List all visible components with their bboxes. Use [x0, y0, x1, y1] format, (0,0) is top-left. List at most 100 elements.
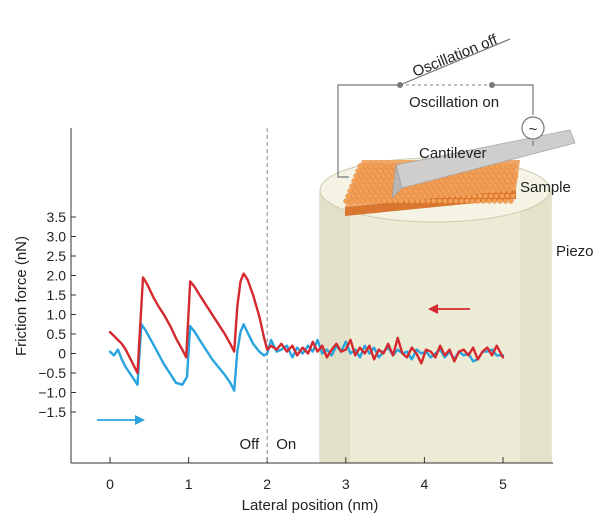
oscillator-icon	[521, 116, 545, 140]
sample-atom	[433, 193, 439, 199]
sample-atom	[366, 168, 372, 174]
sample-atom	[461, 178, 467, 184]
sample-atom	[407, 188, 414, 194]
sample-atom	[387, 198, 393, 204]
sample-atom	[483, 178, 489, 184]
sample-atom	[353, 173, 359, 179]
sample-atom	[458, 198, 465, 204]
sample-atom	[462, 188, 469, 194]
sample-atom	[464, 198, 470, 204]
sample-atom	[493, 193, 500, 199]
y-axis-ticks: 3.5 3.0 2.5 2.0 1.5 1.0 0.5 0 −0.5 −1.0 −1.5	[38, 209, 76, 420]
oscillation-on-label: Oscillation on	[409, 94, 499, 111]
sample-atom	[501, 173, 508, 179]
series-layer	[108, 272, 505, 392]
on-label: On	[276, 436, 296, 453]
sample-atom	[398, 198, 404, 204]
sample-atom	[374, 188, 381, 194]
sample-atom	[402, 188, 408, 194]
sample-atom	[349, 183, 355, 189]
sample-atom	[371, 168, 378, 174]
sample-atom	[508, 183, 515, 189]
sample-atom	[468, 173, 475, 179]
sample-atom	[453, 183, 460, 189]
sample-atom	[367, 178, 374, 184]
sample-atom	[448, 183, 454, 189]
sample-atom	[384, 178, 390, 184]
sample-atom	[460, 193, 467, 199]
sample-atom	[384, 163, 391, 169]
sample-atom	[368, 163, 374, 169]
sample-atom	[357, 163, 363, 169]
sample-atom	[457, 173, 464, 179]
sample-atom	[464, 183, 471, 189]
sample-atom	[424, 188, 430, 194]
sample-atom	[356, 178, 363, 184]
sample-atom	[484, 188, 491, 194]
sample-atom	[494, 178, 500, 184]
sample-atom	[449, 193, 456, 199]
sample-atom	[382, 183, 388, 189]
sample-atom	[350, 193, 357, 199]
sample-atom	[387, 183, 394, 189]
sample-atom	[431, 198, 437, 204]
sample-atom	[380, 173, 387, 179]
sample-atom	[354, 183, 361, 189]
sample-atom	[455, 193, 461, 199]
circuit-wire-right	[492, 84, 534, 115]
sample-atom	[378, 178, 385, 184]
sample-atom	[359, 198, 366, 204]
sample-atom	[508, 198, 514, 204]
sample-atom	[405, 193, 412, 199]
sample-atom	[358, 173, 365, 179]
sample-atom	[361, 193, 368, 199]
sample-atom	[373, 178, 379, 184]
sample-atom	[444, 193, 450, 199]
sample-atom	[436, 198, 443, 204]
sample-atom	[471, 193, 478, 199]
x-tick-label: 2	[263, 476, 271, 492]
switch-node-left	[397, 82, 403, 88]
sample-atom	[459, 183, 465, 189]
sample-atom	[491, 198, 498, 204]
sample-atom	[365, 183, 372, 189]
y-tick-label: 1.0	[47, 307, 67, 323]
sample-atom	[486, 183, 493, 189]
cantilever-tip	[391, 164, 403, 199]
sample-atom	[377, 168, 383, 174]
sample-atom	[451, 188, 458, 194]
sample-atom	[444, 178, 451, 184]
sample-atom	[498, 168, 504, 174]
sample-atom	[475, 183, 482, 189]
sample-atom	[362, 163, 369, 169]
sample-atom	[409, 198, 415, 204]
sample-atom	[372, 193, 379, 199]
sample-atom	[512, 173, 519, 179]
oscillation-off-switch	[399, 38, 511, 86]
sample-atom	[392, 198, 399, 204]
sample-atom	[473, 188, 480, 194]
sample-atom	[479, 173, 486, 179]
sample-atom	[505, 178, 511, 184]
switch-node-right	[489, 82, 495, 88]
sample-atom	[431, 183, 438, 189]
sample-atom	[345, 193, 351, 199]
sample-atom	[510, 193, 516, 199]
x-tick-label: 3	[342, 476, 350, 492]
sample-atom	[490, 188, 496, 194]
y-tick-label: 2.0	[47, 268, 67, 284]
sample-atom	[477, 178, 484, 184]
sample-atom	[414, 198, 421, 204]
sample-atom	[388, 168, 394, 174]
sample-atom	[502, 198, 509, 204]
sample-atom	[422, 193, 428, 199]
sample-atom	[494, 163, 501, 169]
sample-atom	[382, 168, 389, 174]
x-axis-title: Lateral position (nm)	[242, 497, 379, 514]
sample-atom	[343, 198, 349, 204]
sample-atom	[442, 183, 449, 189]
sample-atom	[507, 173, 513, 179]
sample-atom	[446, 188, 452, 194]
y-tick-label: −1.5	[38, 404, 66, 420]
sample-atom	[503, 183, 509, 189]
